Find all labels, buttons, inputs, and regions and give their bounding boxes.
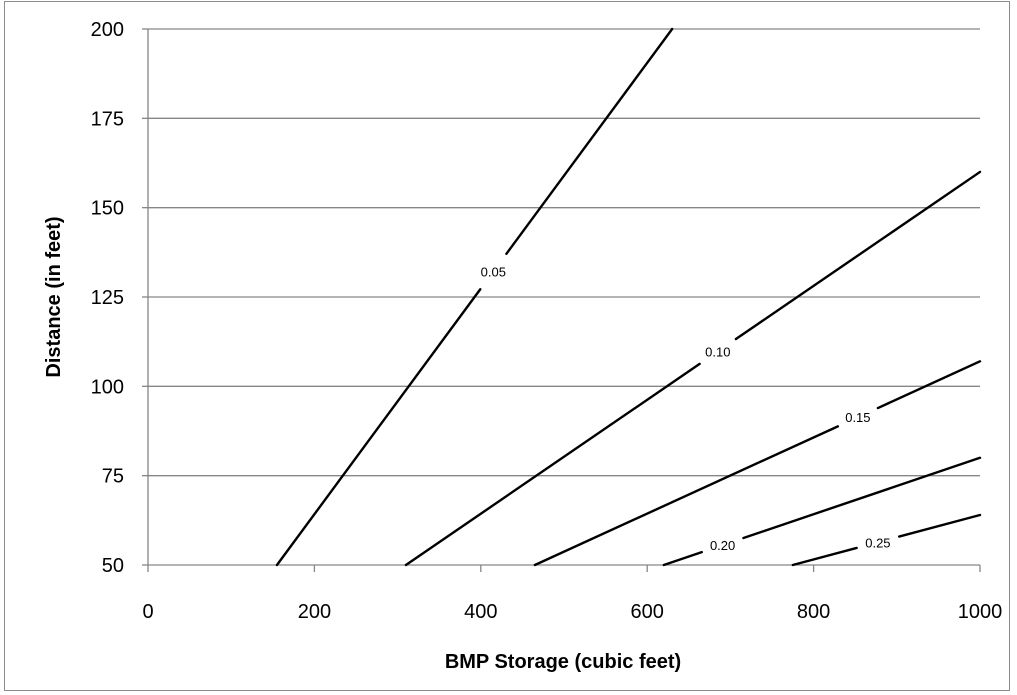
x-tick-label: 600 <box>631 601 664 623</box>
contour-line-2-b <box>876 360 982 410</box>
x-axis-title: BMP Storage (cubic feet) <box>445 651 681 673</box>
y-tick-label: 125 <box>91 287 124 309</box>
axes <box>142 28 981 572</box>
grid-lines <box>148 28 980 566</box>
x-tick-label: 400 <box>464 601 497 623</box>
x-tick-label: 1000 <box>958 601 1003 623</box>
y-tick-label: 150 <box>91 198 124 220</box>
x-tick-label: 200 <box>298 601 331 623</box>
contour-line-0-a <box>275 288 482 567</box>
contour-label-1: 0.10 <box>705 344 730 359</box>
chart-frame <box>4 1 1010 691</box>
contour-label-4: 0.25 <box>865 535 890 550</box>
contour-line-0-b <box>505 27 674 256</box>
y-tick-label: 50 <box>102 555 124 577</box>
contour-line-4-b <box>897 513 982 538</box>
tick-labels: 50 75 100 125 150 175 200 0 200 400 600 800 1000 <box>91 19 1003 623</box>
contour-label-0: 0.05 <box>481 265 506 280</box>
contour-label-3: 0.20 <box>710 538 735 553</box>
y-tick-label: 175 <box>91 108 124 130</box>
contour-label-2: 0.15 <box>845 410 870 425</box>
contour-line-1-b <box>734 170 982 341</box>
series-lines: 0.05 0.10 0.15 0.20 0.25 <box>275 27 982 567</box>
contour-line-2-a <box>533 425 840 567</box>
contour-line-3-b <box>742 456 982 540</box>
x-tick-label: 800 <box>797 601 830 623</box>
contour-line-4-a <box>791 546 858 567</box>
y-tick-label: 100 <box>91 376 124 398</box>
y-tick-label: 200 <box>91 19 124 41</box>
y-axis-title: Distance (in feet) <box>43 216 65 377</box>
y-tick-label: 75 <box>102 466 124 488</box>
contour-line-1-a <box>404 362 701 567</box>
contour-line-3-a <box>662 550 703 567</box>
x-tick-label: 0 <box>142 601 153 623</box>
